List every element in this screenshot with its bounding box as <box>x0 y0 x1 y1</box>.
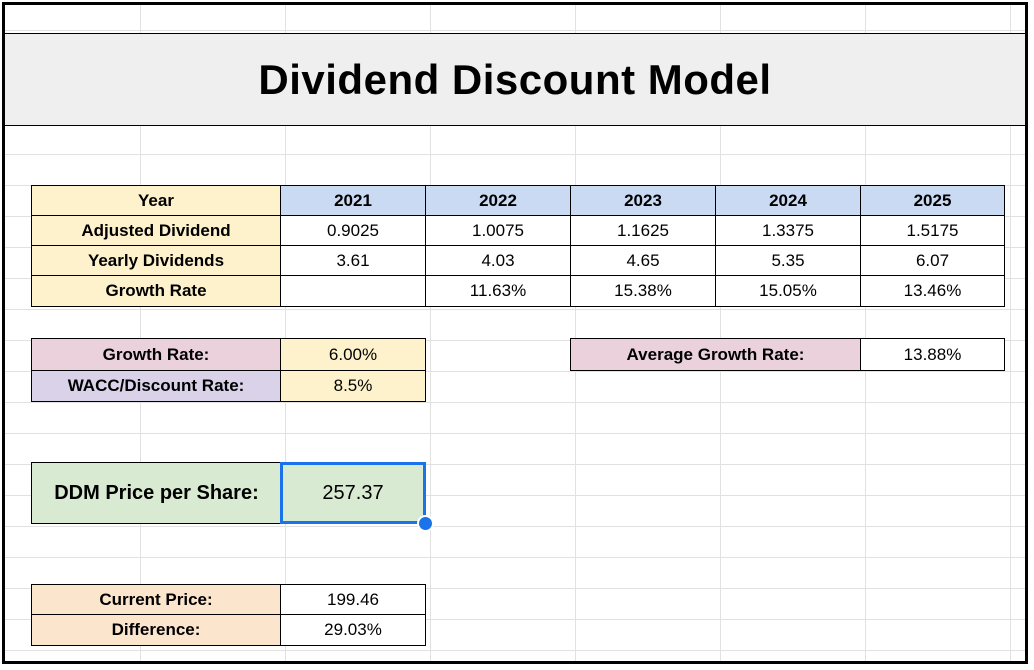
ddm-price-label[interactable]: DDM Price per Share: <box>31 462 282 524</box>
growth-rate-2024[interactable]: 15.05% <box>715 275 861 307</box>
yearly-dividends-label[interactable]: Yearly Dividends <box>31 245 281 276</box>
current-price-value[interactable]: 199.46 <box>280 584 426 615</box>
adjusted-dividend-2022[interactable]: 1.0075 <box>425 215 571 246</box>
year-header[interactable]: Year <box>31 185 281 216</box>
year-2024-header[interactable]: 2024 <box>715 185 861 216</box>
adjusted-dividend-2023[interactable]: 1.1625 <box>570 215 716 246</box>
adjusted-dividend-2024[interactable]: 1.3375 <box>715 215 861 246</box>
title-band[interactable]: Dividend Discount Model <box>5 33 1025 126</box>
growth-rate-row-label[interactable]: Growth Rate <box>31 275 281 307</box>
yearly-dividends-2023[interactable]: 4.65 <box>570 245 716 276</box>
growth-rate-2022[interactable]: 11.63% <box>425 275 571 307</box>
adjusted-dividend-label[interactable]: Adjusted Dividend <box>31 215 281 246</box>
year-2025-header[interactable]: 2025 <box>860 185 1005 216</box>
average-growth-rate-value[interactable]: 13.88% <box>860 338 1005 371</box>
growth-rate-input-label[interactable]: Growth Rate: <box>31 338 281 371</box>
year-2022-header[interactable]: 2022 <box>425 185 571 216</box>
adjusted-dividend-2021[interactable]: 0.9025 <box>280 215 426 246</box>
difference-value[interactable]: 29.03% <box>280 614 426 646</box>
growth-rate-2021[interactable] <box>280 275 426 307</box>
year-2021-header[interactable]: 2021 <box>280 185 426 216</box>
growth-rate-2025[interactable]: 13.46% <box>860 275 1005 307</box>
yearly-dividends-2022[interactable]: 4.03 <box>425 245 571 276</box>
year-2023-header[interactable]: 2023 <box>570 185 716 216</box>
difference-label[interactable]: Difference: <box>31 614 281 646</box>
wacc-value[interactable]: 8.5% <box>280 370 426 402</box>
growth-rate-input-value[interactable]: 6.00% <box>280 338 426 371</box>
average-growth-rate-label[interactable]: Average Growth Rate: <box>570 338 861 371</box>
current-price-label[interactable]: Current Price: <box>31 584 281 615</box>
yearly-dividends-2021[interactable]: 3.61 <box>280 245 426 276</box>
sheet-title: Dividend Discount Model <box>258 55 772 103</box>
wacc-label[interactable]: WACC/Discount Rate: <box>31 370 281 402</box>
ddm-price-value[interactable]: 257.37 <box>280 462 426 524</box>
yearly-dividends-2025[interactable]: 6.07 <box>860 245 1005 276</box>
yearly-dividends-2024[interactable]: 5.35 <box>715 245 861 276</box>
adjusted-dividend-2025[interactable]: 1.5175 <box>860 215 1005 246</box>
growth-rate-2023[interactable]: 15.38% <box>570 275 716 307</box>
selection-fill-handle[interactable] <box>417 515 434 532</box>
